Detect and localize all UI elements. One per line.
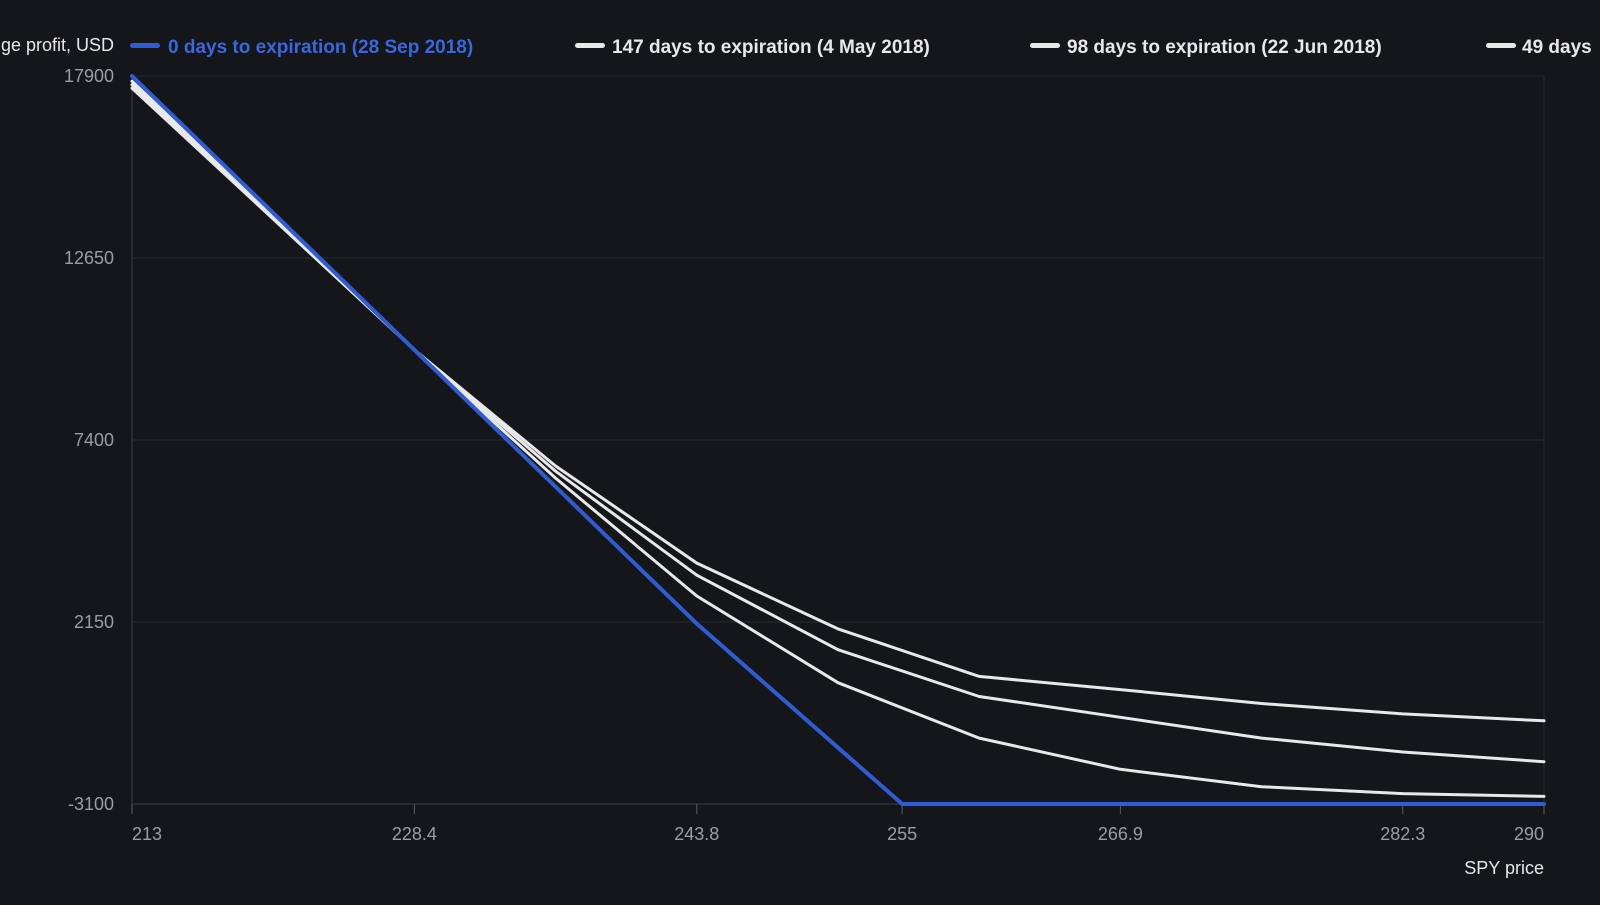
legend-swatch <box>575 43 605 48</box>
y-tick-label: 7400 <box>74 430 114 450</box>
legend-swatch <box>1486 43 1516 48</box>
y-tick-label: 2150 <box>74 612 114 632</box>
legend-swatch <box>130 43 160 48</box>
series-line-2 <box>130 83 1546 764</box>
legend-item-label[interactable]: 49 days <box>1522 37 1592 58</box>
y-tick-label: -3100 <box>68 794 114 814</box>
series-line-3 <box>130 79 1546 798</box>
x-tick-label: 213 <box>132 824 162 844</box>
legend-item-label[interactable]: 147 days to expiration (4 May 2018) <box>612 37 930 58</box>
series-line-0 <box>130 74 1546 806</box>
x-axis-label: SPY price <box>1464 858 1544 878</box>
y-axis-label: ge profit, USD <box>1 35 114 55</box>
series-line-1 <box>130 86 1546 723</box>
legend-layer: 0 days to expiration (28 Sep 2018) 147 da… <box>130 37 1592 58</box>
x-tick-label: 290 <box>1514 824 1544 844</box>
legend-item-label[interactable]: 98 days to expiration (22 Jun 2018) <box>1067 37 1382 58</box>
x-tick-label: 255 <box>887 824 917 844</box>
x-tick-label: 266.9 <box>1098 824 1143 844</box>
grid-layer <box>131 75 1545 805</box>
y-tick-label: 12650 <box>64 248 114 268</box>
axis-layer: 17900 12650 7400 2150 -3100 213 228.4 243.8 255 2… <box>64 66 1545 844</box>
legend-item-label[interactable]: 0 days to expiration (28 Sep 2018) <box>168 37 473 58</box>
x-tick-label: 282.3 <box>1380 824 1425 844</box>
legend-swatch <box>1030 43 1060 48</box>
x-tick-label: 243.8 <box>674 824 719 844</box>
x-tick-label: 228.4 <box>392 824 437 844</box>
y-tick-label: 17900 <box>64 66 114 86</box>
series-layer <box>130 74 1546 806</box>
